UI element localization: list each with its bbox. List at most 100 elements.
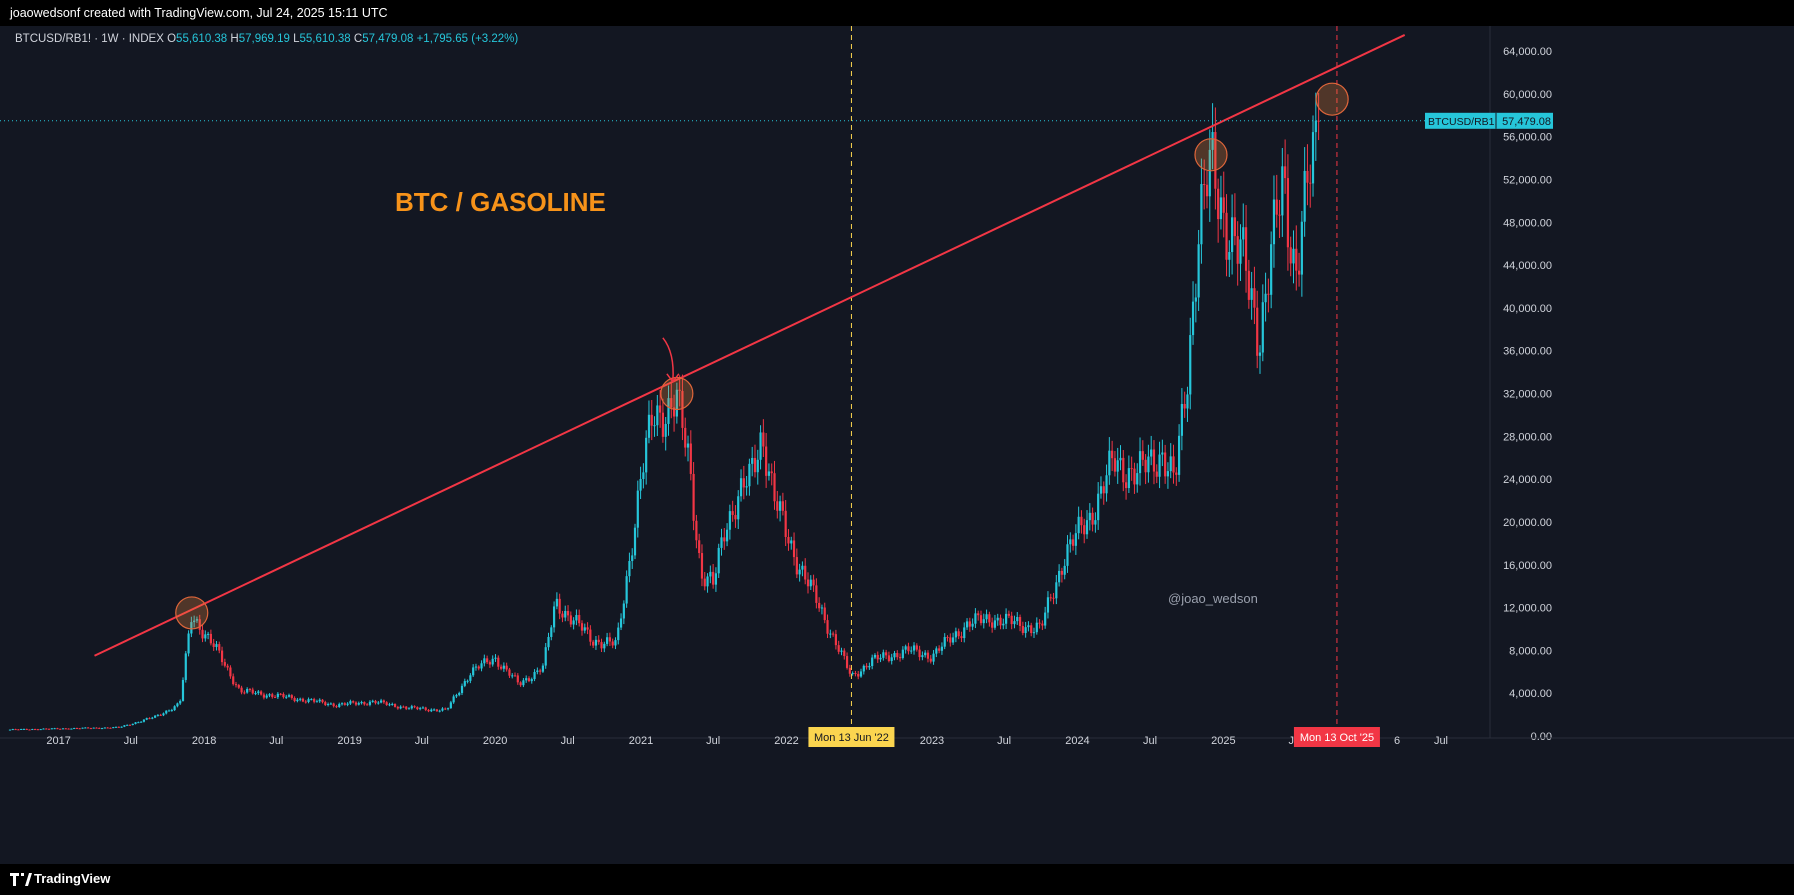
candle — [723, 528, 726, 550]
candle — [787, 529, 790, 551]
candle — [209, 629, 212, 646]
candle — [354, 701, 358, 707]
candle — [78, 727, 81, 730]
candle-body — [935, 648, 938, 654]
candle-body — [89, 728, 93, 730]
candle-body — [1074, 533, 1077, 546]
candle-body — [608, 637, 611, 642]
candle-body — [385, 702, 388, 705]
x-tick-label: 2017 — [46, 735, 70, 747]
candle — [583, 623, 586, 634]
candle — [778, 495, 782, 522]
candle — [234, 681, 238, 688]
x-tick-label: Jul — [561, 735, 575, 747]
candle — [918, 645, 921, 661]
candle — [262, 692, 266, 700]
candle — [179, 699, 182, 705]
candle — [59, 728, 62, 730]
candle-body — [31, 729, 34, 731]
candle-body — [14, 729, 17, 731]
arrow-head-icon — [666, 373, 680, 384]
candle — [1013, 615, 1016, 629]
candle — [745, 475, 748, 496]
candle — [753, 444, 757, 478]
candle — [491, 655, 494, 667]
axes: 0.00 4,000.00 8,000.00 12,000.00 16,000.00 20… — [0, 26, 1794, 747]
candle-body — [1256, 307, 1259, 356]
candle-body — [837, 645, 840, 652]
candle-body — [340, 703, 344, 705]
tradingview-logo-icon[interactable] — [9, 871, 33, 888]
candle — [633, 523, 637, 560]
candle-body — [664, 423, 667, 437]
candle — [1186, 386, 1189, 422]
candle — [1002, 618, 1005, 630]
candle — [569, 611, 572, 628]
brand-name[interactable]: TradingView — [34, 871, 111, 886]
candle-body — [1194, 297, 1197, 302]
candle-body — [650, 414, 653, 426]
candle-body — [332, 703, 335, 707]
candle — [170, 708, 173, 712]
candle — [22, 728, 26, 730]
y-tick-label: 20,000.00 — [1503, 517, 1552, 529]
candle-body — [1267, 293, 1270, 295]
candle — [1158, 441, 1161, 489]
candle-body — [198, 619, 201, 630]
candle-body — [209, 633, 212, 644]
candle-body — [1191, 301, 1195, 336]
candle-body — [1035, 622, 1038, 633]
candle — [558, 593, 561, 620]
candle — [1077, 506, 1080, 540]
symbol-label: BTCUSD/RB1! · 1W · INDEX — [15, 33, 164, 45]
candle-body — [957, 631, 960, 637]
candle — [631, 548, 634, 569]
attribution-bar: joaowedsonf created with TradingView.com… — [0, 0, 1794, 26]
candle — [315, 699, 319, 703]
candle-body — [483, 658, 486, 664]
candle-body — [765, 446, 768, 476]
candle-body — [519, 682, 522, 686]
candle — [1066, 535, 1069, 573]
candle-body — [53, 728, 56, 730]
candle — [1058, 564, 1061, 587]
candle-body — [354, 702, 358, 705]
candle — [460, 683, 464, 696]
candle-body — [845, 656, 849, 668]
candle-body — [1030, 625, 1033, 634]
candle — [128, 724, 132, 726]
candle-body — [1099, 486, 1103, 494]
candle — [198, 614, 201, 635]
candle — [1228, 240, 1231, 278]
candle — [1317, 92, 1320, 141]
candle-body — [25, 728, 28, 730]
candle — [89, 727, 93, 730]
candle — [1242, 203, 1245, 257]
candle — [1105, 464, 1108, 502]
candle — [781, 492, 784, 516]
candle — [229, 665, 232, 679]
candle-body — [712, 571, 715, 585]
candle — [957, 628, 960, 640]
candle — [837, 640, 840, 655]
candle — [1127, 455, 1130, 493]
candle — [45, 728, 48, 730]
price-chart[interactable]: 0.00 4,000.00 8,000.00 12,000.00 16,000.00 20… — [0, 26, 1794, 864]
candle — [1270, 231, 1273, 309]
candle — [896, 650, 899, 660]
candle — [366, 703, 369, 706]
candle-body — [271, 694, 274, 697]
x-tick-label: Jul — [1143, 735, 1157, 747]
candle-body — [1136, 473, 1139, 485]
candle-body — [1292, 248, 1295, 264]
candle — [1303, 147, 1306, 237]
candle-body — [1236, 236, 1239, 264]
candle — [1005, 608, 1008, 629]
candle-body — [1141, 451, 1144, 460]
candle-body — [441, 708, 444, 711]
candle-body — [285, 696, 288, 698]
candle — [73, 727, 76, 730]
candle — [977, 610, 980, 621]
candle-body — [1314, 120, 1317, 133]
candle-body — [781, 501, 784, 511]
